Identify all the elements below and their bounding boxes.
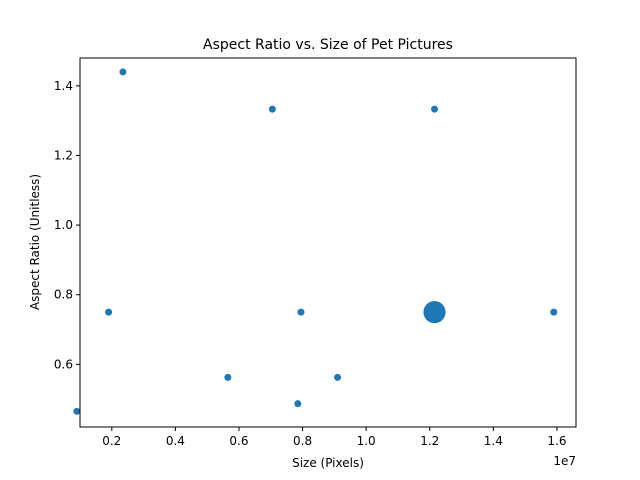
- plot-frame: [79, 57, 577, 428]
- data-point: [550, 308, 558, 316]
- x-axis-label: Size (Pixels): [292, 456, 364, 470]
- x-tick-label: 1.2: [420, 434, 439, 448]
- data-point: [334, 373, 342, 381]
- data-point: [73, 407, 81, 415]
- data-point: [431, 105, 439, 113]
- data-point: [105, 308, 113, 316]
- data-point: [423, 301, 446, 324]
- y-axis-label: Aspect Ratio (Unitless): [28, 174, 42, 310]
- y-tick-label: 1.0: [54, 218, 73, 232]
- data-points: [73, 68, 558, 415]
- y-tick-label: 0.8: [54, 288, 73, 302]
- data-point: [119, 68, 127, 76]
- data-point: [294, 400, 302, 408]
- data-point: [297, 308, 305, 316]
- x-tick-label: 0.6: [229, 434, 248, 448]
- plot-area: [80, 58, 576, 427]
- x-tick-label: 0.8: [293, 434, 312, 448]
- x-tick-label: 0.2: [102, 434, 121, 448]
- y-axis-ticks: 0.6 0.8 1.0 1.2 1.4: [54, 79, 80, 371]
- x-tick-label: 1.0: [357, 434, 376, 448]
- data-point: [224, 373, 232, 381]
- x-axis-ticks: 0.2 0.4 0.6 0.8 1.0 1.2 1.4 1.6: [102, 427, 566, 448]
- y-tick-label: 1.2: [54, 148, 73, 162]
- y-tick-label: 1.4: [54, 79, 73, 93]
- y-tick-label: 0.6: [54, 357, 73, 371]
- chart-title: Aspect Ratio vs. Size of Pet Pictures: [203, 37, 453, 53]
- x-tick-label: 0.4: [166, 434, 185, 448]
- x-tick-label: 1.6: [547, 434, 566, 448]
- data-point: [268, 105, 276, 113]
- x-tick-label: 1.4: [484, 434, 503, 448]
- x-axis-offset-label: 1e7: [553, 454, 576, 468]
